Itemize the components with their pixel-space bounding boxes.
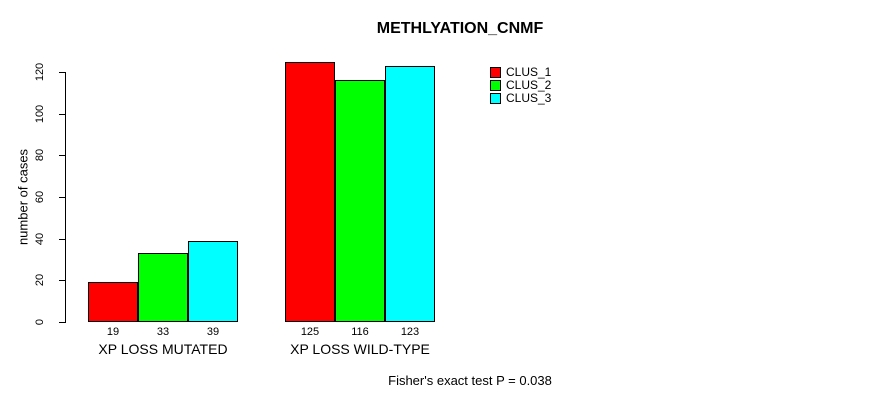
- y-axis-tick: [59, 197, 65, 198]
- y-axis-label: number of cases: [15, 148, 31, 246]
- bar-value-label: 116: [351, 326, 369, 338]
- bar-value-label: 123: [400, 326, 420, 338]
- bar-clus_2-mutated: [138, 253, 188, 323]
- y-axis-tick: [59, 280, 65, 281]
- y-tick-label: 60: [34, 190, 46, 204]
- legend-swatch-clus_2: [490, 80, 501, 91]
- y-axis-tick: [59, 239, 65, 240]
- legend-item-label: CLUS_1: [506, 65, 552, 79]
- legend-swatch-clus_1: [490, 67, 501, 78]
- bar-value-label: 125: [300, 326, 320, 338]
- y-tick-label: 100: [34, 104, 46, 124]
- legend-item-label: CLUS_2: [506, 78, 552, 92]
- bar-clus_2-wild-type: [335, 80, 385, 322]
- bar-clus_1-mutated: [88, 282, 138, 322]
- annotation-text: Fisher's exact test P = 0.038: [388, 373, 552, 388]
- y-axis-tick: [59, 155, 65, 156]
- x-category-label: XP LOSS MUTATED: [98, 341, 228, 357]
- y-tick-label: 0: [34, 318, 46, 326]
- legend: CLUS_1 CLUS_2 CLUS_3: [490, 66, 551, 105]
- y-tick-label: 80: [34, 148, 46, 162]
- legend-item: CLUS_1: [490, 66, 551, 79]
- bar-value-label: 39: [206, 326, 220, 338]
- x-category-label: XP LOSS WILD-TYPE: [290, 341, 430, 357]
- bar-clus_3-wild-type: [385, 65, 435, 323]
- chart-title: METHLYATION_CNMF: [376, 20, 544, 37]
- bar-clus_1-wild-type: [285, 61, 335, 322]
- legend-item-label: CLUS_3: [506, 91, 552, 105]
- bar-value-label: 33: [156, 326, 170, 338]
- legend-swatch-clus_3: [490, 93, 501, 104]
- legend-item: CLUS_2: [490, 79, 551, 92]
- bar-value-label: 19: [106, 326, 120, 338]
- bar-clus_3-mutated: [188, 240, 238, 323]
- y-axis-line: [65, 72, 66, 323]
- y-tick-label: 120: [34, 62, 46, 82]
- y-axis-tick: [59, 114, 65, 115]
- y-axis-tick: [59, 72, 65, 73]
- y-tick-label: 40: [34, 232, 46, 246]
- y-axis-tick: [59, 322, 65, 323]
- y-tick-label: 20: [34, 273, 46, 287]
- legend-item: CLUS_3: [490, 92, 551, 105]
